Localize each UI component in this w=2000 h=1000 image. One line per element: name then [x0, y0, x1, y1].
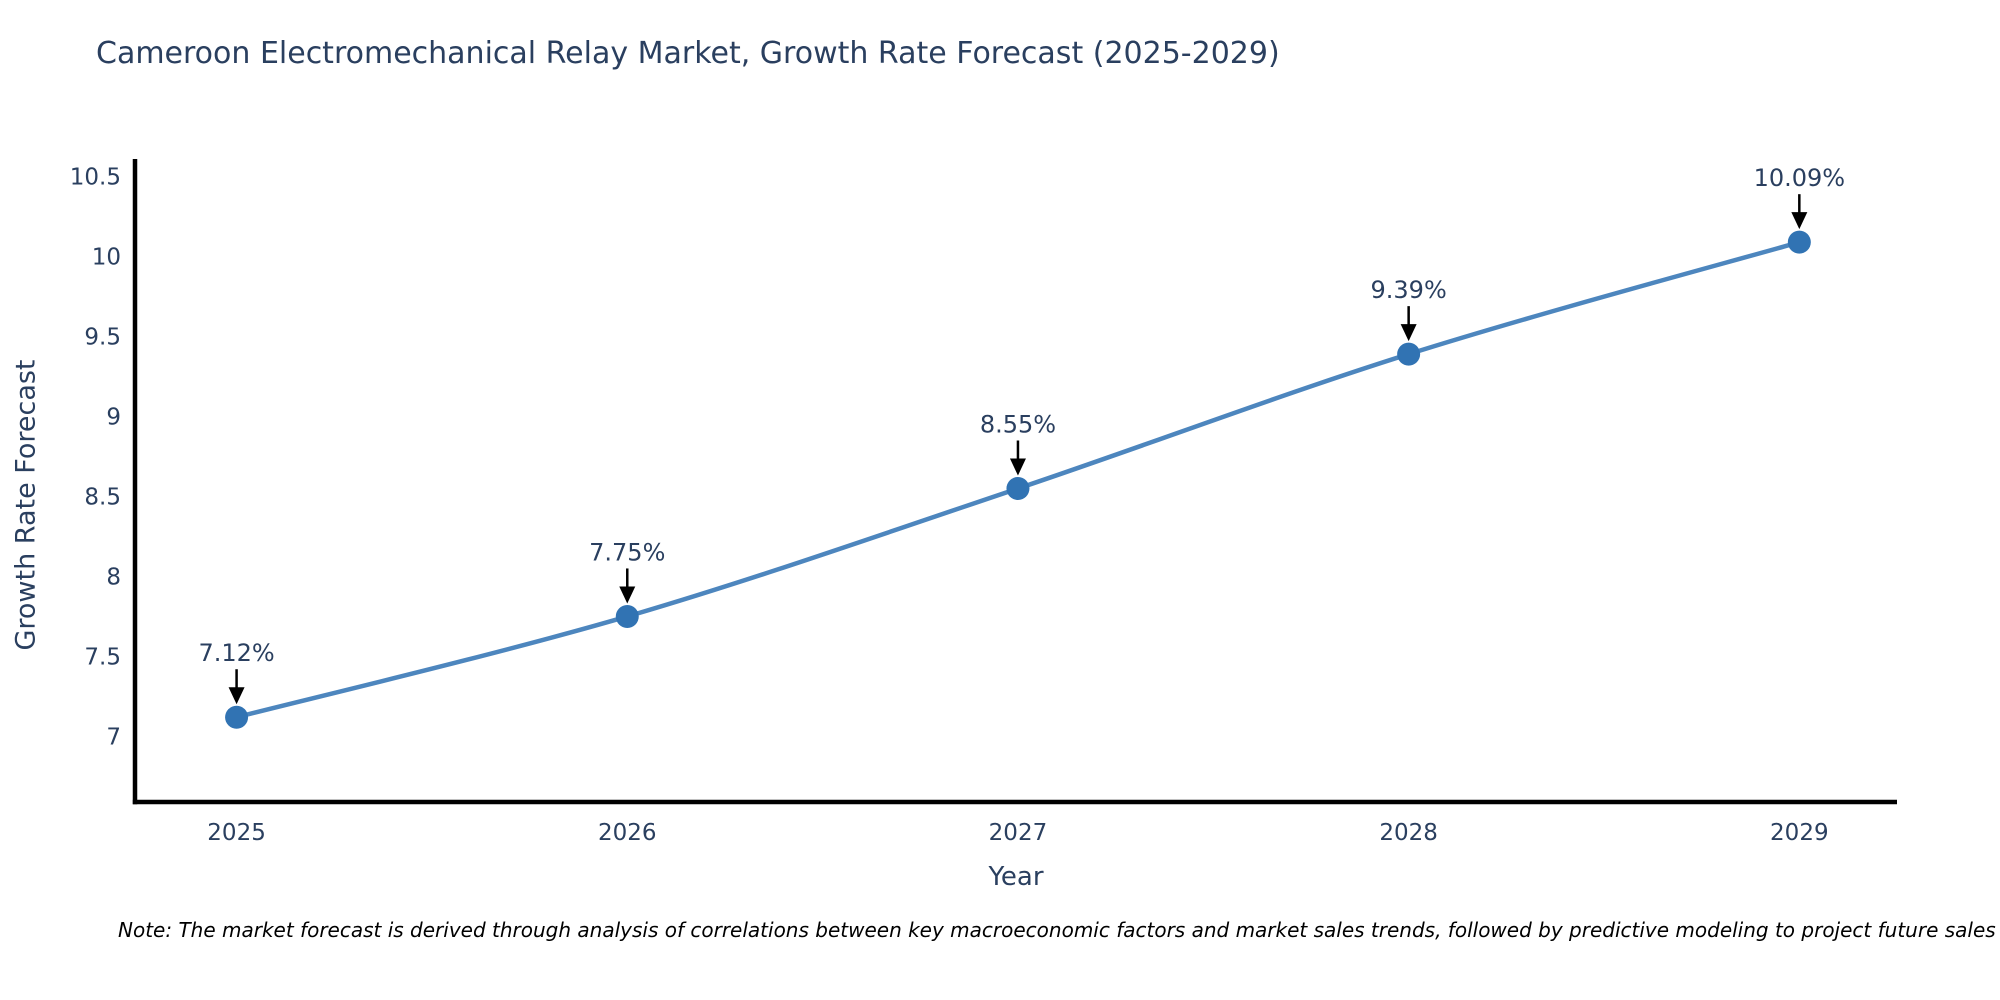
data-point-label: 7.75%	[589, 538, 665, 566]
annotation-arrow-head	[1009, 458, 1026, 476]
x-tick-label: 2027	[989, 820, 1048, 846]
data-point-marker	[1006, 476, 1030, 500]
x-axis-title: Year	[988, 862, 1044, 892]
data-point-marker	[225, 705, 249, 729]
y-tick-label: 9	[106, 405, 121, 431]
x-tick-label: 2028	[1379, 820, 1438, 846]
y-tick-label: 7.5	[84, 644, 121, 670]
annotation-arrow-head	[1400, 324, 1417, 342]
y-tick-label: 10	[92, 245, 121, 271]
x-tick-label: 2025	[207, 820, 266, 846]
data-point-marker	[1397, 342, 1421, 366]
data-point-label: 9.39%	[1371, 276, 1447, 304]
y-tick-label: 8	[106, 564, 121, 590]
chart-title: Cameroon Electromechanical Relay Market,…	[96, 36, 1280, 71]
y-tick-label: 8.5	[84, 484, 121, 510]
footnote: Note: The market forecast is derived thr…	[118, 918, 1996, 942]
y-tick-label: 9.5	[84, 325, 121, 351]
data-point-label: 7.12%	[198, 639, 274, 667]
data-point-marker	[615, 604, 639, 628]
y-tick-label: 7	[106, 724, 121, 750]
annotation-arrow-head	[619, 586, 636, 604]
data-point-marker	[1787, 230, 1811, 254]
y-tick-label: 10.5	[70, 165, 121, 191]
data-point-label: 8.55%	[980, 410, 1056, 438]
x-tick-label: 2029	[1770, 820, 1829, 846]
annotation-arrow-head	[228, 687, 245, 705]
data-point-label: 10.09%	[1754, 164, 1846, 192]
annotation-arrow-head	[1791, 212, 1808, 230]
x-tick-label: 2026	[598, 820, 657, 846]
